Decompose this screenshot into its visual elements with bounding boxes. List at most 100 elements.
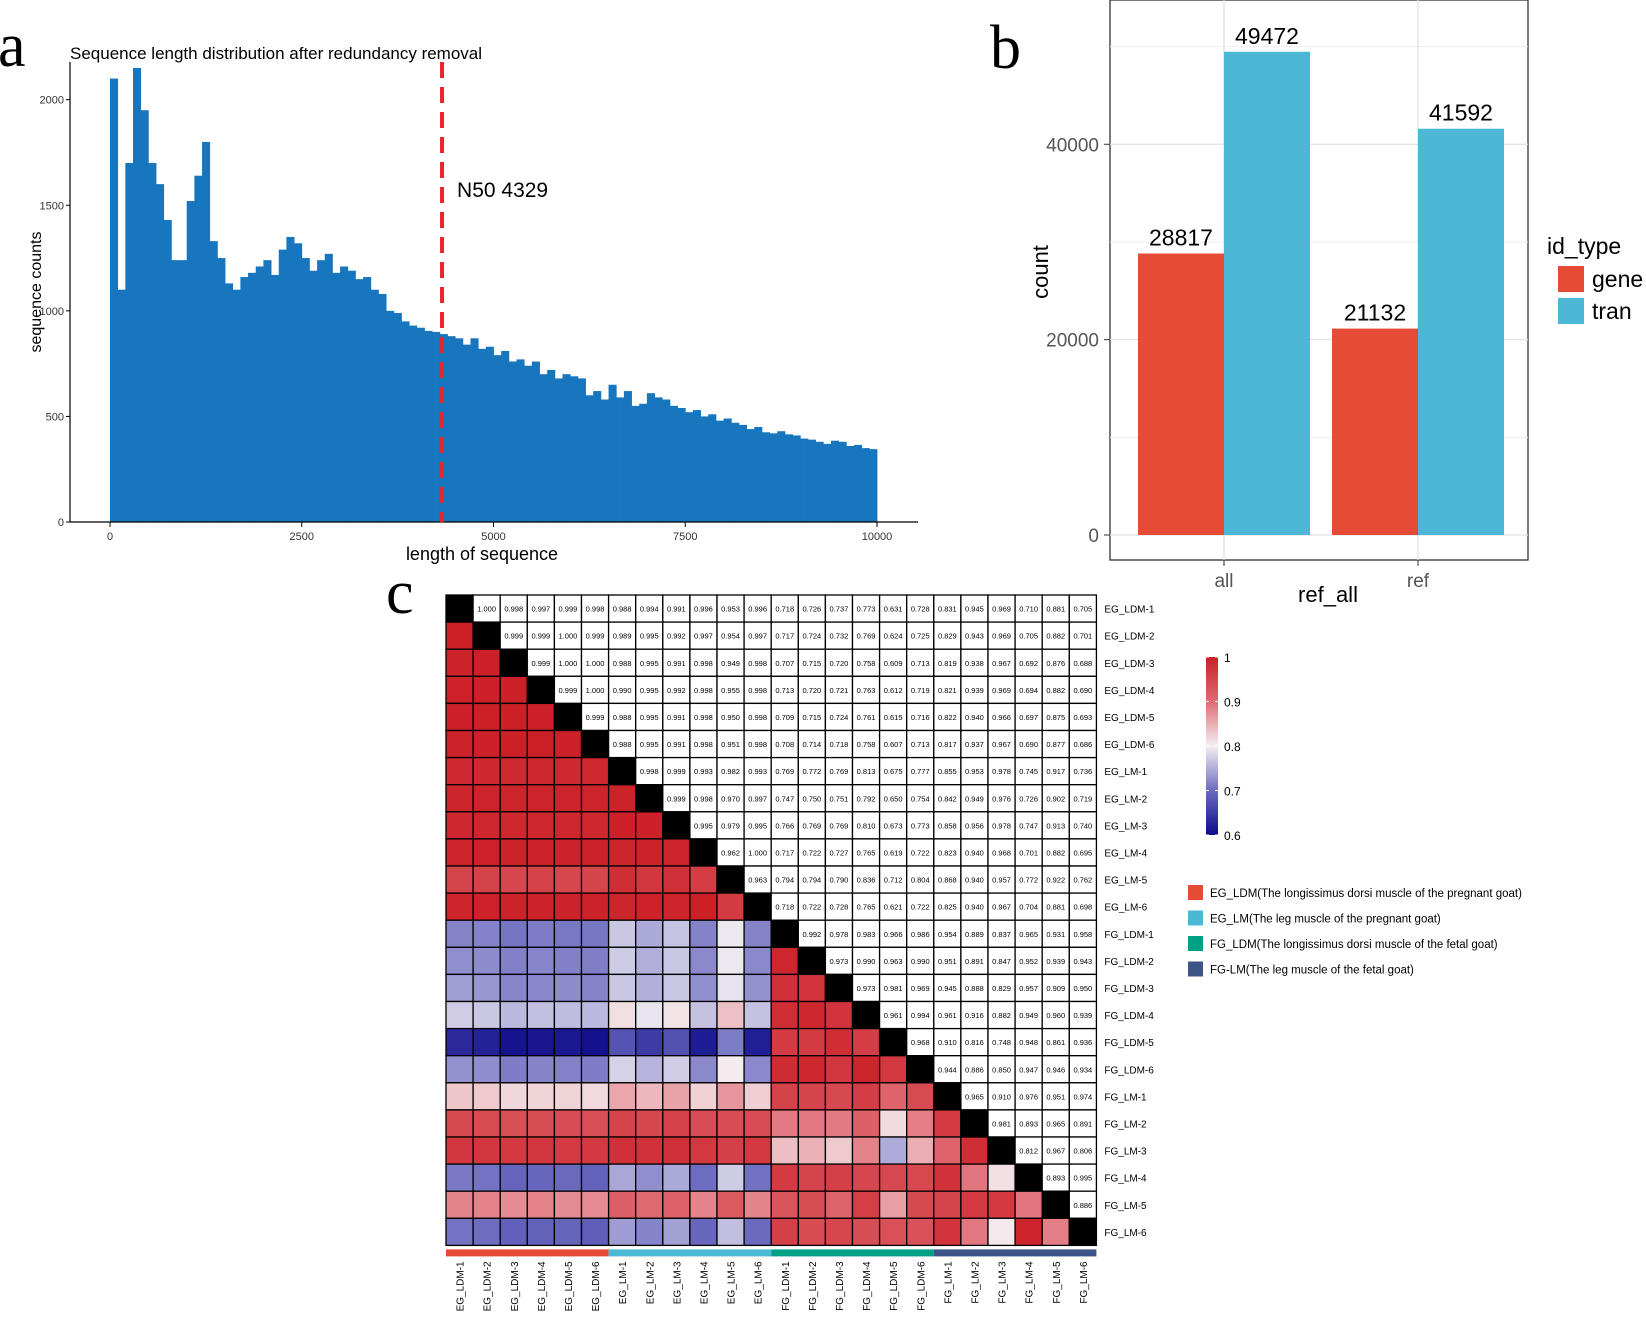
heatmap-cell [635,1217,664,1247]
heatmap-row-label: EG_LDM-3 [1104,659,1154,670]
heatmap-cell [878,1027,908,1057]
y-tick-label: 1000 [40,306,64,318]
heatmap-cell [553,1163,583,1192]
heatmap-cell [445,1217,474,1247]
heatmap-cell [689,1190,718,1219]
heatmap-cell [960,1217,989,1247]
heatmap-cell-value: 0.994 [640,605,659,614]
heatmap-cell [580,838,610,867]
heatmap-cell-value: 0.997 [748,632,767,641]
heatmap-cell-value: 0.724 [830,713,849,722]
histogram-bar [202,141,211,522]
heatmap-cell-value: 0.705 [1073,605,1092,614]
heatmap-cell [499,1163,528,1192]
heatmap-cell [635,1055,664,1084]
heatmap-cell [526,1217,556,1247]
heatmap-cell-value: 0.609 [884,659,903,668]
histogram-bar [608,384,617,522]
heatmap-row-label: FG_LM-1 [1104,1092,1147,1103]
heatmap-cell [1068,756,1098,786]
heatmap-cell [472,1163,501,1192]
heatmap-cell-value: 0.943 [1073,957,1092,966]
heatmap-cell-value: 0.979 [721,821,740,830]
heatmap-cell [1068,1027,1098,1057]
heatmap-cell [689,865,718,894]
histogram-bar [692,410,701,522]
heatmap-cell [472,1109,501,1138]
n50-label: N50 4329 [457,179,548,202]
heatmap-cell-value: 0.893 [1019,1119,1038,1128]
heatmap-cell-value: 0.718 [775,605,794,614]
heatmap-cell-value: 0.963 [884,957,903,966]
heatmap-cell [499,702,528,732]
heatmap-cell [607,946,637,976]
heatmap-cell-value: 0.707 [775,659,794,668]
heatmap-cell-value: 0.999 [504,632,523,641]
heatmap-cell-value: 0.955 [721,686,740,695]
histogram-title: Sequence length distribution after redun… [70,44,482,63]
heatmap-cell [445,1109,474,1138]
heatmap-cell [906,1027,935,1057]
histogram-bar [232,289,241,522]
heatmap-cell [851,1163,881,1192]
panel-letter-a: a [0,12,26,80]
heatmap-cell [472,1190,501,1219]
heatmap-cell [906,1082,935,1111]
heatmap-row-label: EG_LDM-4 [1104,686,1154,697]
heatmap-cell [689,946,718,976]
heatmap-cell-value: 0.951 [1046,1092,1065,1101]
heatmap-cell [933,621,962,650]
heatmap-cell-value: 0.966 [992,713,1011,722]
heatmap-cell [1014,1000,1043,1030]
heatmap-cell-value: 0.998 [504,605,523,614]
heatmap-cell [662,1136,691,1165]
histogram-bar [409,325,418,522]
heatmap-cell-value: 0.694 [1019,686,1038,695]
heatmap-cell [716,1109,745,1138]
heatmap-cell-value: 0.963 [748,876,767,885]
heatmap-cell [580,892,610,921]
heatmap-cell [607,756,637,786]
heatmap-cell-value: 0.868 [938,876,957,885]
heatmap-cell [553,946,583,976]
heatmap-cell [1014,621,1043,650]
heatmap-cell-value: 0.983 [857,930,876,939]
x-tick-label: 0 [107,531,113,543]
heatmap-cell-value: 0.993 [694,767,713,776]
heatmap-cell [960,1190,989,1219]
heatmap-cell [851,919,881,948]
heatmap-cell-value: 0.940 [965,713,984,722]
heatmap-cell-value: 0.886 [965,1065,984,1074]
histogram-bar [148,163,157,522]
heatmap-cell-value: 0.758 [857,740,876,749]
histogram-bar [416,327,425,522]
heatmap-cell [743,756,772,786]
heatmap-cell-value: 0.916 [965,1011,984,1020]
heatmap-cell [933,702,962,732]
heatmap-cell [526,838,556,867]
heatmap-cell-value: 0.999 [667,767,686,776]
histogram-bar [186,201,195,522]
heatmap-cell-value: 0.902 [1046,794,1065,803]
x-tick-label: 5000 [481,531,505,543]
heatmap-cell [1041,892,1070,921]
heatmap-cell [743,1082,772,1111]
heatmap-cell [1014,756,1043,786]
x-tick-label: 10000 [862,531,893,543]
heatmap-cell [553,1027,583,1057]
heatmap-cell-value: 0.909 [1046,984,1065,993]
heatmap-cell [797,946,827,976]
heatmap-cell-value: 0.934 [1073,1065,1092,1074]
heatmap-cell [960,1109,989,1138]
colorbar-tick-label: 0.6 [1224,829,1241,843]
heatmap-cell-value: 0.619 [884,848,903,857]
histogram-bar [263,260,272,522]
histogram-bar [179,260,188,522]
histogram-bar [585,395,594,522]
heatmap-cell [689,1163,718,1192]
heatmap-cell [770,1109,799,1138]
heatmap-cell-value: 0.991 [667,713,686,722]
heatmap-cell [445,1082,474,1111]
heatmap-cell-value: 0.995 [640,686,659,695]
heatmap-cell [743,919,772,948]
